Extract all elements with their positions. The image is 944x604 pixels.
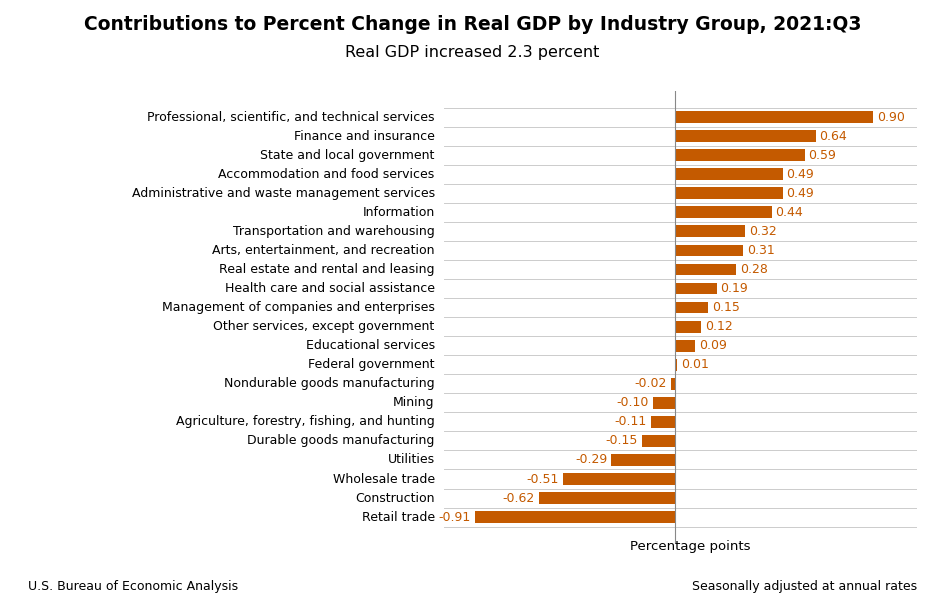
Text: Management of companies and enterprises: Management of companies and enterprises <box>161 301 434 314</box>
Bar <box>674 130 815 142</box>
Text: Agriculture, forestry, fishing, and hunting: Agriculture, forestry, fishing, and hunt… <box>176 416 434 428</box>
Text: Durable goods manufacturing: Durable goods manufacturing <box>247 434 434 448</box>
Text: Wholesale trade: Wholesale trade <box>332 472 434 486</box>
Text: Health care and social assistance: Health care and social assistance <box>225 282 434 295</box>
Text: -0.29: -0.29 <box>574 454 607 466</box>
Text: 0.90: 0.90 <box>876 111 903 124</box>
Text: Construction: Construction <box>355 492 434 504</box>
Bar <box>674 283 716 294</box>
Text: 0.31: 0.31 <box>746 244 774 257</box>
Text: Utilities: Utilities <box>387 454 434 466</box>
Text: -0.15: -0.15 <box>605 434 637 448</box>
Bar <box>674 340 694 352</box>
Text: Arts, entertainment, and recreation: Arts, entertainment, and recreation <box>212 244 434 257</box>
Text: Administrative and waste management services: Administrative and waste management serv… <box>131 187 434 200</box>
Bar <box>652 397 674 409</box>
Text: Percentage points: Percentage points <box>629 539 750 553</box>
Text: Federal government: Federal government <box>308 358 434 371</box>
Text: Contributions to Percent Change in Real GDP by Industry Group, 2021:Q3: Contributions to Percent Change in Real … <box>84 15 860 34</box>
Text: -0.91: -0.91 <box>438 510 470 524</box>
Bar <box>538 492 674 504</box>
Bar <box>674 321 700 333</box>
Text: Seasonally adjusted at annual rates: Seasonally adjusted at annual rates <box>691 580 916 593</box>
Text: Retail trade: Retail trade <box>362 510 434 524</box>
Text: -0.51: -0.51 <box>526 472 558 486</box>
Text: 0.01: 0.01 <box>681 358 708 371</box>
Text: Mining: Mining <box>393 396 434 410</box>
Text: Other services, except government: Other services, except government <box>213 320 434 333</box>
Text: -0.11: -0.11 <box>614 416 646 428</box>
Text: Information: Information <box>362 206 434 219</box>
Text: Nondurable goods manufacturing: Nondurable goods manufacturing <box>224 378 434 390</box>
Text: 0.09: 0.09 <box>698 339 726 352</box>
Text: -0.10: -0.10 <box>615 396 649 410</box>
Text: Educational services: Educational services <box>305 339 434 352</box>
Text: 0.12: 0.12 <box>704 320 733 333</box>
Bar <box>674 111 871 123</box>
Bar <box>670 378 674 390</box>
Bar <box>674 245 742 256</box>
Text: 0.64: 0.64 <box>818 130 847 143</box>
Text: State and local government: State and local government <box>260 149 434 162</box>
Text: 0.19: 0.19 <box>720 282 748 295</box>
Text: Finance and insurance: Finance and insurance <box>294 130 434 143</box>
Text: 0.44: 0.44 <box>775 206 802 219</box>
Text: U.S. Bureau of Economic Analysis: U.S. Bureau of Economic Analysis <box>28 580 238 593</box>
Text: 0.59: 0.59 <box>808 149 835 162</box>
Bar <box>611 454 674 466</box>
Bar <box>674 359 677 371</box>
Bar <box>475 511 674 523</box>
Text: 0.32: 0.32 <box>749 225 776 238</box>
Bar <box>674 301 707 313</box>
Text: 0.49: 0.49 <box>785 187 814 200</box>
Text: 0.15: 0.15 <box>711 301 739 314</box>
Text: -0.02: -0.02 <box>633 378 666 390</box>
Bar <box>674 225 745 237</box>
Text: 0.49: 0.49 <box>785 168 814 181</box>
Text: Accommodation and food services: Accommodation and food services <box>218 168 434 181</box>
Text: -0.62: -0.62 <box>502 492 534 504</box>
Text: Real GDP increased 2.3 percent: Real GDP increased 2.3 percent <box>345 45 599 60</box>
Bar <box>674 207 771 218</box>
Bar <box>650 416 674 428</box>
Bar <box>674 149 803 161</box>
Text: Transportation and warehousing: Transportation and warehousing <box>233 225 434 238</box>
Text: 0.28: 0.28 <box>739 263 767 276</box>
Bar <box>641 435 674 447</box>
Bar <box>674 187 782 199</box>
Bar <box>674 263 735 275</box>
Bar <box>674 169 782 180</box>
Bar <box>563 473 674 485</box>
Text: Professional, scientific, and technical services: Professional, scientific, and technical … <box>147 111 434 124</box>
Text: Real estate and rental and leasing: Real estate and rental and leasing <box>219 263 434 276</box>
